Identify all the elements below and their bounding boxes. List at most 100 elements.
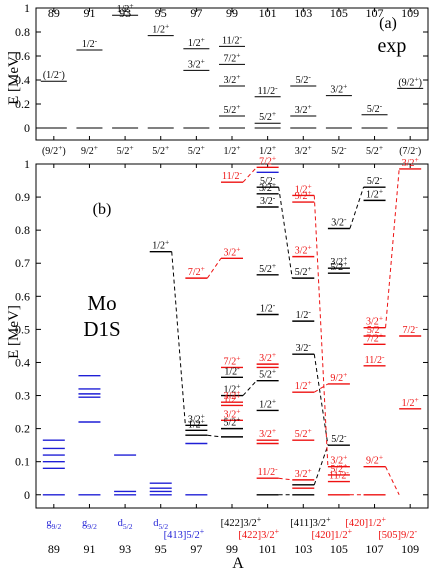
ytick-label-b: 0.8 [15, 223, 30, 237]
level-label: 5/2- [367, 101, 383, 115]
configuration-label: [505]9/2- [378, 527, 417, 541]
xtick-label-b: 109 [401, 542, 419, 556]
dashed-connector [207, 434, 222, 438]
level-label: 3/2+ [188, 411, 205, 425]
xtick-label-b: 107 [366, 542, 384, 556]
ground-state-label: 5/2+ [188, 143, 205, 157]
ground-state-label: 5/2+ [117, 143, 134, 157]
ground-state-label: 5/2- [331, 143, 347, 157]
y-axis-label-a: E [MeV] [6, 51, 22, 105]
level-label: 1/2- [296, 307, 312, 321]
ground-state-label: (9/2+) [42, 143, 66, 157]
xtick-label-b: 93 [119, 542, 131, 556]
level-label: 3/2+ [259, 426, 276, 440]
dashed-connector [313, 444, 329, 486]
level-label: 1/2+ [117, 1, 134, 15]
panel-b: 0 0.1 0.2 0.3 0.4 0.5 0.6 0.7 0.8 0.9 1 89 91 93 95 97 9… [15, 153, 429, 556]
dashed-connector [385, 466, 400, 495]
level-label: 3/2+ [259, 180, 276, 194]
ytick-label-b: 0.5 [15, 322, 30, 336]
level-label: 1/2- [224, 363, 240, 377]
level-label: 1/2+ [295, 181, 312, 195]
isotope-label-a: 93 [119, 6, 131, 20]
level-label: 5/2- [367, 322, 383, 336]
dashed-connector [242, 380, 258, 396]
level-label: 3/2+ [330, 453, 347, 467]
configuration-label: g9/2 [46, 518, 61, 531]
dashed-connector [385, 168, 400, 328]
configuration-label: [422]3/2+ [221, 515, 262, 529]
ytick-label-a: 0.6 [15, 49, 30, 63]
level-label: 11/2- [222, 32, 242, 46]
level-label: 5/2+ [259, 367, 276, 381]
configuration-label: d5/2 [153, 518, 168, 531]
level-label: 5/2+ [259, 109, 276, 123]
ytick-label-b: 0.6 [15, 289, 30, 303]
ground-state-label: 9/2+ [81, 143, 98, 157]
level-label: 11/2- [329, 468, 349, 482]
level-label: 5/2- [331, 431, 347, 445]
dashed-connector [278, 477, 293, 481]
level-label: 5/2- [260, 173, 276, 187]
isotope-label-a: 91 [83, 6, 95, 20]
xtick-label-b: 101 [259, 542, 277, 556]
level-label: (9/2+) [398, 74, 422, 88]
configuration-label: [422]3/2+ [238, 527, 279, 541]
dashed-connector [242, 166, 258, 183]
panel-a-frame [35, 7, 429, 141]
level-label: 9/2+ [330, 370, 347, 384]
dashed-connector [278, 187, 293, 279]
dashed-connector [206, 257, 222, 279]
ytick-label-b: 0.7 [15, 256, 30, 270]
dashed-connector [313, 354, 329, 446]
level-label: 3/2+ [330, 254, 347, 268]
level-label: (1/2-) [43, 67, 65, 81]
level-label: 11/2- [258, 83, 278, 97]
level-label: 3/2+ [223, 244, 240, 258]
panel-a-tag: exp [378, 35, 407, 57]
level-label: 1/2+ [223, 382, 240, 396]
isotope-label-a: 101 [259, 6, 277, 20]
level-label: 5/2+ [330, 461, 347, 475]
level-label: 1/2+ [223, 391, 240, 405]
xtick-label-b: 95 [155, 542, 167, 556]
level-label: 11/2- [222, 168, 242, 182]
ground-state-label: (7/2-) [399, 143, 421, 157]
panel-a: 0 0.2 0.4 0.6 0.8 1 89 91 93 95 97 99 101 103 105 107 10… [15, 1, 429, 157]
isotope-label-a: 107 [366, 6, 384, 20]
xtick-label-b: 105 [330, 542, 348, 556]
xtick-label-b: 89 [48, 542, 60, 556]
level-label: 7/2+ [259, 153, 276, 167]
ytick-label-a: 0.8 [15, 25, 30, 39]
isotope-label-a: 103 [294, 6, 312, 20]
ytick-label-b: 1 [24, 157, 30, 171]
ytick-label-b: 0.9 [15, 190, 30, 204]
level-label: 7/2+ [366, 330, 383, 344]
level-label: 5/2+ [330, 259, 347, 273]
level-label: 1/2- [82, 36, 98, 50]
x-axis-label: A [232, 555, 244, 572]
level-label: 5/2+ [295, 426, 312, 440]
level-label: 7/2+ [223, 50, 240, 64]
xtick-label-b: 91 [83, 542, 95, 556]
level-label: 5/2- [296, 72, 312, 86]
isotope-label-a: 99 [226, 6, 238, 20]
level-label: 1/2+ [152, 22, 169, 36]
dashed-connector [313, 195, 329, 467]
xtick-label-b: 99 [226, 542, 238, 556]
configuration-label: [420]1/2+ [311, 527, 352, 541]
isotope-label-a: 95 [155, 6, 167, 20]
ytick-label-b: 0.2 [15, 422, 30, 436]
ground-state-label: 1/2+ [223, 143, 240, 157]
ytick-label-a: 0.4 [15, 73, 30, 87]
y-axis-label-b: E [MeV] [6, 305, 22, 359]
level-label: 3/2+ [223, 72, 240, 86]
xtick-label-b: 103 [294, 542, 312, 556]
level-label: 3/2+ [188, 56, 205, 70]
level-label: 5/2+ [259, 261, 276, 275]
level-label: 3/2+ [223, 388, 240, 402]
configuration-label: d5/2 [118, 518, 133, 531]
level-label: 5/2+ [295, 264, 312, 278]
isotope-label-a: 105 [330, 6, 348, 20]
